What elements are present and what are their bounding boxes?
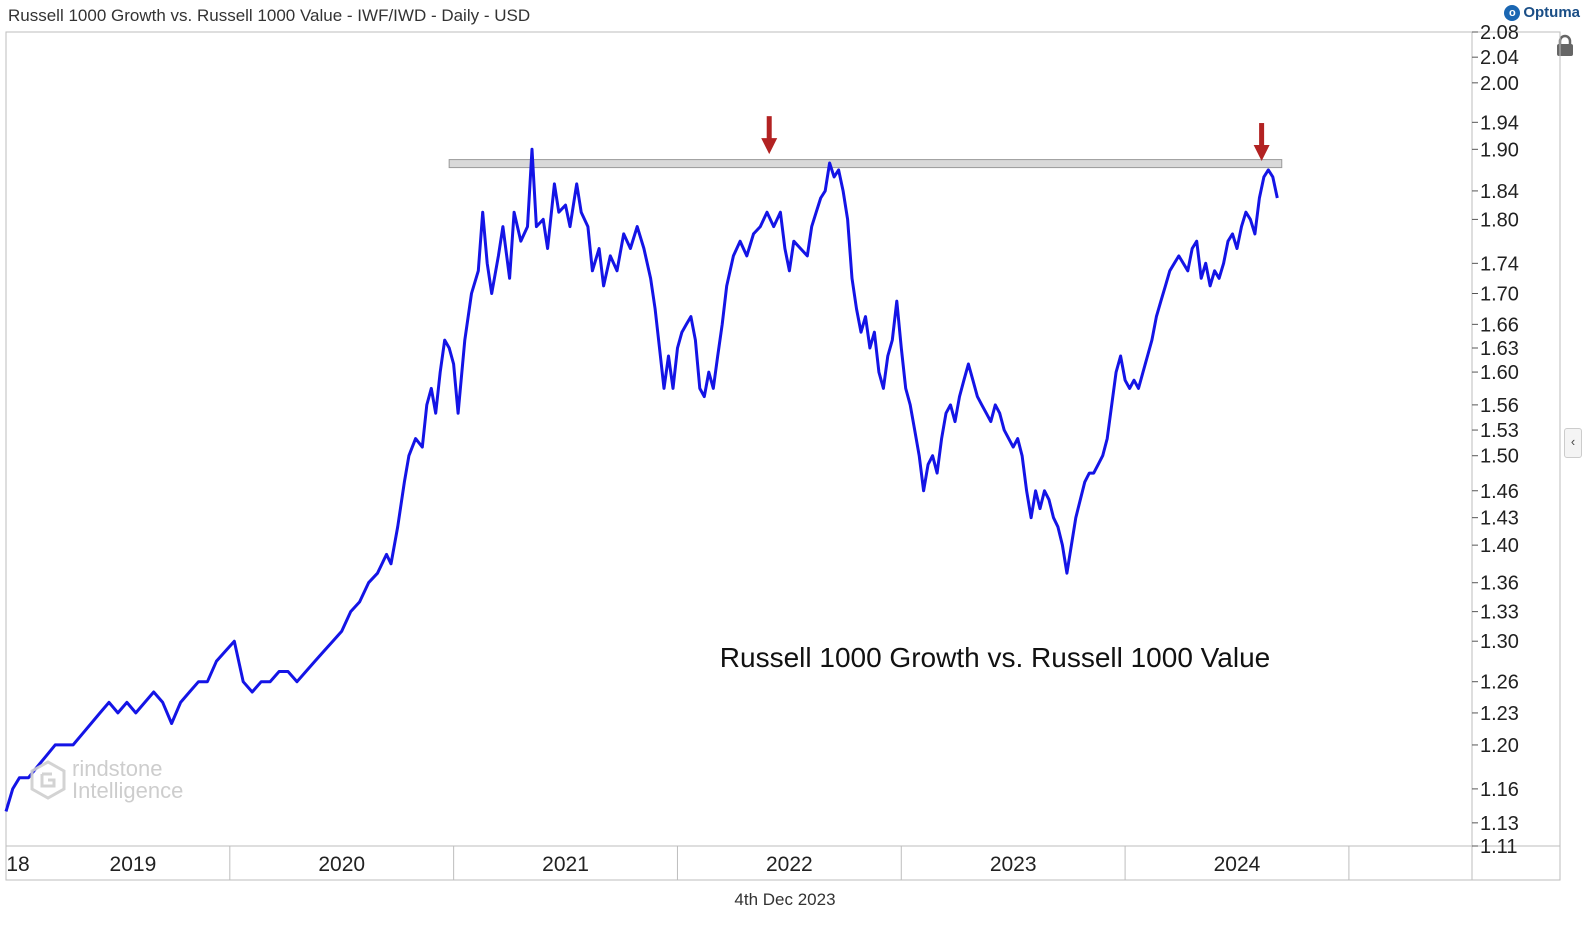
y-tick-label: 1.33 xyxy=(1480,602,1519,624)
x-tick-label: 2020 xyxy=(318,853,365,876)
resistance-band xyxy=(448,159,1283,169)
y-tick-label: 1.66 xyxy=(1480,314,1519,336)
y-tick-label: 1.90 xyxy=(1480,139,1519,161)
x-tick-label: 2021 xyxy=(542,853,589,876)
y-tick-label: 1.43 xyxy=(1480,508,1519,530)
arrow-layer xyxy=(761,116,1270,162)
y-tick-label: 1.46 xyxy=(1480,481,1519,503)
y-tick-label: 1.56 xyxy=(1480,395,1519,417)
optuma-logo-text: Optuma xyxy=(1523,4,1580,21)
x-tick-label: 2019 xyxy=(110,853,157,876)
y-tick-label: 1.94 xyxy=(1480,112,1519,134)
watermark-line-2: Intelligence xyxy=(72,778,184,803)
y-tick-label: 1.53 xyxy=(1480,420,1519,442)
series-line-0 xyxy=(4,147,1279,812)
resistance-band-layer xyxy=(448,159,1283,169)
watermark: rindstone Intelligence xyxy=(30,758,183,802)
y-tick-label: 1.50 xyxy=(1480,446,1519,468)
optuma-logo-icon: o xyxy=(1504,4,1521,21)
down-arrow-0 xyxy=(761,116,778,155)
series-layer xyxy=(4,147,1279,812)
down-arrow-head xyxy=(761,138,778,155)
y-tick-label: 1.60 xyxy=(1480,362,1519,384)
x-tick-label: 18 xyxy=(6,853,29,876)
watermark-logo-icon xyxy=(30,760,66,800)
watermark-line-1: rindstone xyxy=(72,756,163,781)
y-tick-label: 1.16 xyxy=(1480,779,1519,801)
x-tick-label: 2022 xyxy=(766,853,813,876)
y-tick-label: 1.84 xyxy=(1480,181,1519,203)
chart-annotation: Russell 1000 Growth vs. Russell 1000 Val… xyxy=(720,642,1270,673)
x-axis: 18 2019 2020 2021 2022 2023 2024 xyxy=(6,846,1350,880)
y-tick-label: 1.26 xyxy=(1480,672,1519,694)
chart-title: Russell 1000 Growth vs. Russell 1000 Val… xyxy=(8,6,531,25)
y-tick-label: 1.74 xyxy=(1480,253,1519,275)
footer-date: 4th Dec 2023 xyxy=(734,890,836,909)
down-arrow-shaft xyxy=(1259,123,1265,148)
optuma-logo: o Optuma xyxy=(1504,4,1580,21)
y-tick-label: 1.11 xyxy=(1480,836,1517,858)
y-tick-label: 2.00 xyxy=(1480,73,1519,95)
y-axis: 2.08 2.04 2.00 1.94 1.90 1.84 1.80 1.74 1.70 1.66… xyxy=(1472,22,1519,858)
down-arrow-head xyxy=(1253,145,1270,162)
y-tick-label: 1.40 xyxy=(1480,535,1519,557)
x-tick-label: 2024 xyxy=(1214,853,1261,876)
y-tick-label: 1.23 xyxy=(1480,703,1519,725)
y-tick-label: 1.20 xyxy=(1480,735,1519,757)
y-tick-label: 1.30 xyxy=(1480,631,1519,653)
down-arrow-shaft xyxy=(766,116,772,141)
y-tick-label: 2.08 xyxy=(1480,22,1519,44)
panel-collapse-button[interactable]: ‹ xyxy=(1564,428,1582,458)
down-arrow-1 xyxy=(1253,123,1270,162)
y-tick-label: 1.36 xyxy=(1480,573,1519,595)
y-tick-label: 1.80 xyxy=(1480,209,1519,231)
x-tick-label: 2023 xyxy=(990,853,1037,876)
y-tick-label: 1.63 xyxy=(1480,338,1519,360)
y-tick-label: 2.04 xyxy=(1480,47,1519,69)
y-tick-label: 1.70 xyxy=(1480,283,1519,305)
plot-border xyxy=(5,31,1561,881)
y-tick-label: 1.13 xyxy=(1480,813,1519,835)
